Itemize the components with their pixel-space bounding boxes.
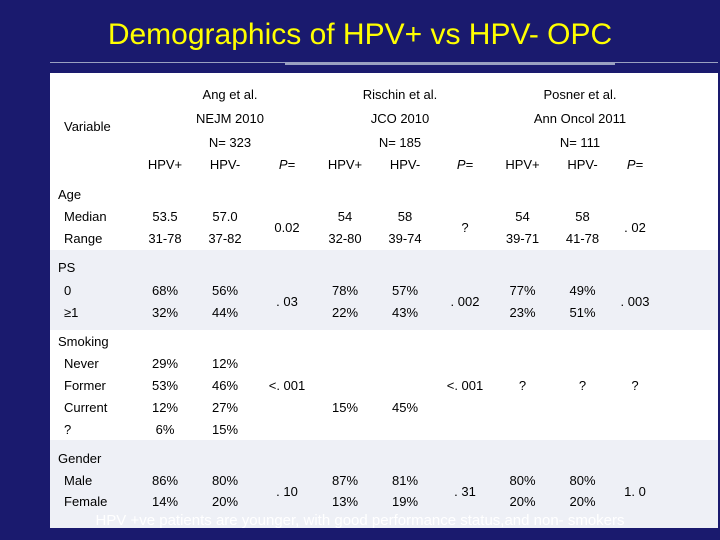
cell: 46%: [211, 378, 239, 393]
smoking-p-ang: <. 001: [268, 378, 306, 393]
cell: 49%: [569, 283, 596, 298]
band-ps: [50, 250, 718, 330]
cell: 81%: [391, 473, 419, 488]
cell: 6%: [155, 422, 175, 437]
study-ang-n: N= 323: [208, 135, 252, 150]
cell: 53.5: [152, 209, 178, 224]
cell: 41-78: [565, 231, 600, 246]
cell: 68%: [151, 283, 179, 298]
row-current-label: Current: [64, 400, 108, 415]
col-posner-p: P=: [626, 157, 644, 172]
cell: 80%: [569, 473, 596, 488]
ps-p-ang: . 03: [276, 294, 298, 309]
cell: 19%: [391, 494, 419, 509]
ps-p-posner: . 003: [620, 294, 650, 309]
cell: 15%: [211, 422, 239, 437]
cell: 58: [397, 209, 413, 224]
band-gender: [50, 440, 718, 528]
section-ps: PS: [58, 260, 76, 275]
variable-header: Variable: [64, 119, 111, 134]
row-unknown-label: ?: [64, 422, 72, 437]
posner-smoking-hpvpos: ?: [518, 378, 527, 393]
cell: 80%: [509, 473, 536, 488]
cell: 20%: [509, 494, 536, 509]
section-smoking: Smoking: [58, 334, 109, 349]
col-ang-hpvpos: HPV+: [147, 157, 183, 172]
cell: 32%: [151, 305, 179, 320]
cell: 80%: [211, 473, 239, 488]
cell: 45%: [391, 400, 419, 415]
cell: 57%: [391, 283, 419, 298]
age-p-ang: 0.02: [274, 220, 300, 235]
cell: 13%: [331, 494, 359, 509]
title-rule-accent: [285, 62, 615, 65]
cell: 39-71: [505, 231, 540, 246]
cell: 22%: [331, 305, 359, 320]
cell: 15%: [331, 400, 359, 415]
row-ps1-label: ≥1: [64, 305, 79, 320]
cell: 77%: [509, 283, 536, 298]
cell: 12%: [151, 400, 179, 415]
col-posner-hpvneg: HPV-: [567, 157, 598, 172]
row-former-label: Former: [64, 378, 106, 393]
posner-smoking-p: ?: [631, 378, 639, 393]
cell: 87%: [331, 473, 359, 488]
col-ang-hpvneg: HPV-: [209, 157, 241, 172]
cell: 58: [575, 209, 590, 224]
col-rischin-hpvneg: HPV-: [389, 157, 421, 172]
cell: 31-78: [148, 231, 182, 246]
gender-p-rischin: . 31: [454, 484, 476, 499]
cell: 54: [515, 209, 530, 224]
smoking-p-rischin: <. 001: [446, 378, 484, 393]
study-posner-journal: Ann Oncol 2011: [533, 111, 627, 126]
cell: 14%: [151, 494, 179, 509]
cell: 53%: [151, 378, 179, 393]
slide-title: Demographics of HPV+ vs HPV- OPC: [107, 18, 613, 51]
study-rischin-journal: JCO 2010: [370, 111, 430, 126]
cell: 57.0: [212, 209, 238, 224]
cell: 29%: [151, 356, 179, 371]
row-range-label: Range: [64, 231, 103, 246]
row-male-label: Male: [64, 473, 93, 488]
cell: 56%: [211, 283, 239, 298]
gender-p-posner: 1. 0: [624, 484, 646, 499]
ps-p-rischin: . 002: [450, 294, 480, 309]
footer-conclusion: HPV +ve patients are younger, with good …: [95, 512, 625, 529]
col-ang-p: P=: [278, 157, 296, 172]
col-posner-hpvpos: HPV+: [505, 157, 540, 172]
row-female-label: Female: [64, 494, 108, 509]
row-never-label: Never: [64, 356, 99, 371]
col-rischin-p: P=: [456, 157, 474, 172]
study-rischin-name: Rischin et al.: [362, 87, 438, 102]
cell: 51%: [569, 305, 596, 320]
cell: 39-74: [388, 231, 422, 246]
cell: 23%: [509, 305, 536, 320]
age-p-posner: . 02: [624, 220, 646, 235]
cell: 43%: [391, 305, 419, 320]
col-rischin-hpvpos: HPV+: [327, 157, 363, 172]
cell: 20%: [211, 494, 239, 509]
cell: 54: [337, 209, 353, 224]
age-p-rischin: ?: [461, 220, 469, 235]
section-gender: Gender: [58, 451, 102, 466]
cell: 86%: [151, 473, 179, 488]
study-ang-journal: NEJM 2010: [196, 111, 264, 126]
study-rischin-n: N= 185: [378, 135, 422, 150]
study-posner-name: Posner et al.: [543, 87, 617, 102]
row-median-label: Median: [64, 209, 107, 224]
cell: 78%: [331, 283, 359, 298]
section-age: Age: [58, 187, 82, 202]
study-ang-name: Ang et al.: [202, 87, 258, 102]
cell: 20%: [569, 494, 596, 509]
cell: 44%: [211, 305, 239, 320]
cell: 27%: [211, 400, 239, 415]
posner-smoking-hpvneg: ?: [578, 378, 587, 393]
gender-p-ang: . 10: [276, 484, 298, 499]
cell: 37-82: [208, 231, 242, 246]
study-posner-n: N= 111: [559, 135, 601, 150]
cell: 32-80: [328, 231, 362, 246]
row-ps0-label: 0: [64, 283, 72, 298]
cell: 12%: [211, 356, 239, 371]
